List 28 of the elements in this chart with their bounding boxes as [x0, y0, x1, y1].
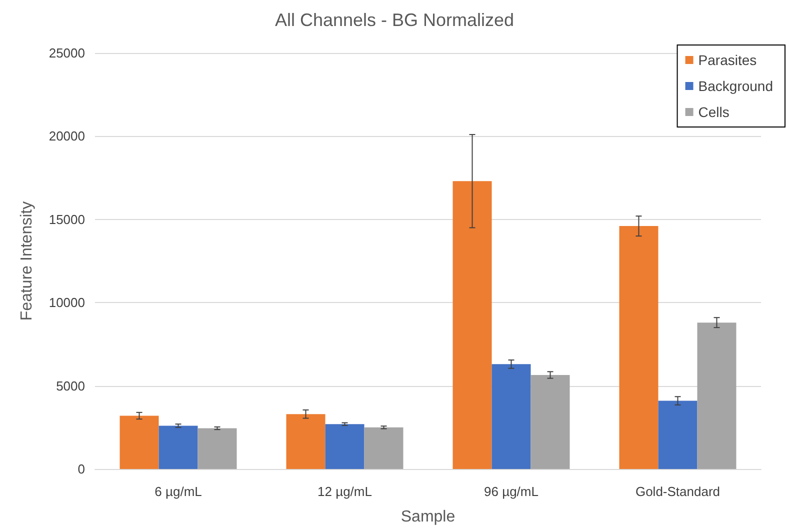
x-tick-label: 96 µg/mL: [484, 484, 538, 499]
x-tick-label: 12 µg/mL: [318, 484, 372, 499]
bar: [198, 428, 237, 469]
y-tick-label: 10000: [48, 295, 85, 310]
y-tick-label: 25000: [48, 46, 85, 60]
bar: [286, 414, 326, 469]
legend-label: Parasites: [698, 52, 757, 68]
y-tick-label: 15000: [48, 212, 85, 227]
bar: [492, 364, 531, 469]
chart-title: All Channels - BG Normalized: [274, 10, 514, 30]
y-axis-title: Feature Intensity: [18, 201, 36, 321]
bar: [619, 226, 658, 469]
x-tick-label: 6 µg/mL: [154, 484, 202, 499]
bar: [452, 181, 492, 469]
legend-label: Background: [698, 78, 773, 94]
y-tick-label: 0: [78, 462, 85, 476]
x-tick-label: Gold-Standard: [635, 484, 720, 499]
legend-label: Cells: [698, 104, 730, 120]
bar: [364, 427, 404, 469]
y-tick-label: 5000: [56, 378, 85, 394]
bar: [158, 426, 198, 469]
bar: [325, 424, 364, 469]
x-axis-title: Sample: [400, 508, 456, 526]
bar: [530, 374, 570, 469]
y-tick-label: 20000: [48, 128, 85, 144]
bar: [658, 400, 698, 469]
bar: [120, 416, 159, 469]
bar: [697, 322, 736, 469]
